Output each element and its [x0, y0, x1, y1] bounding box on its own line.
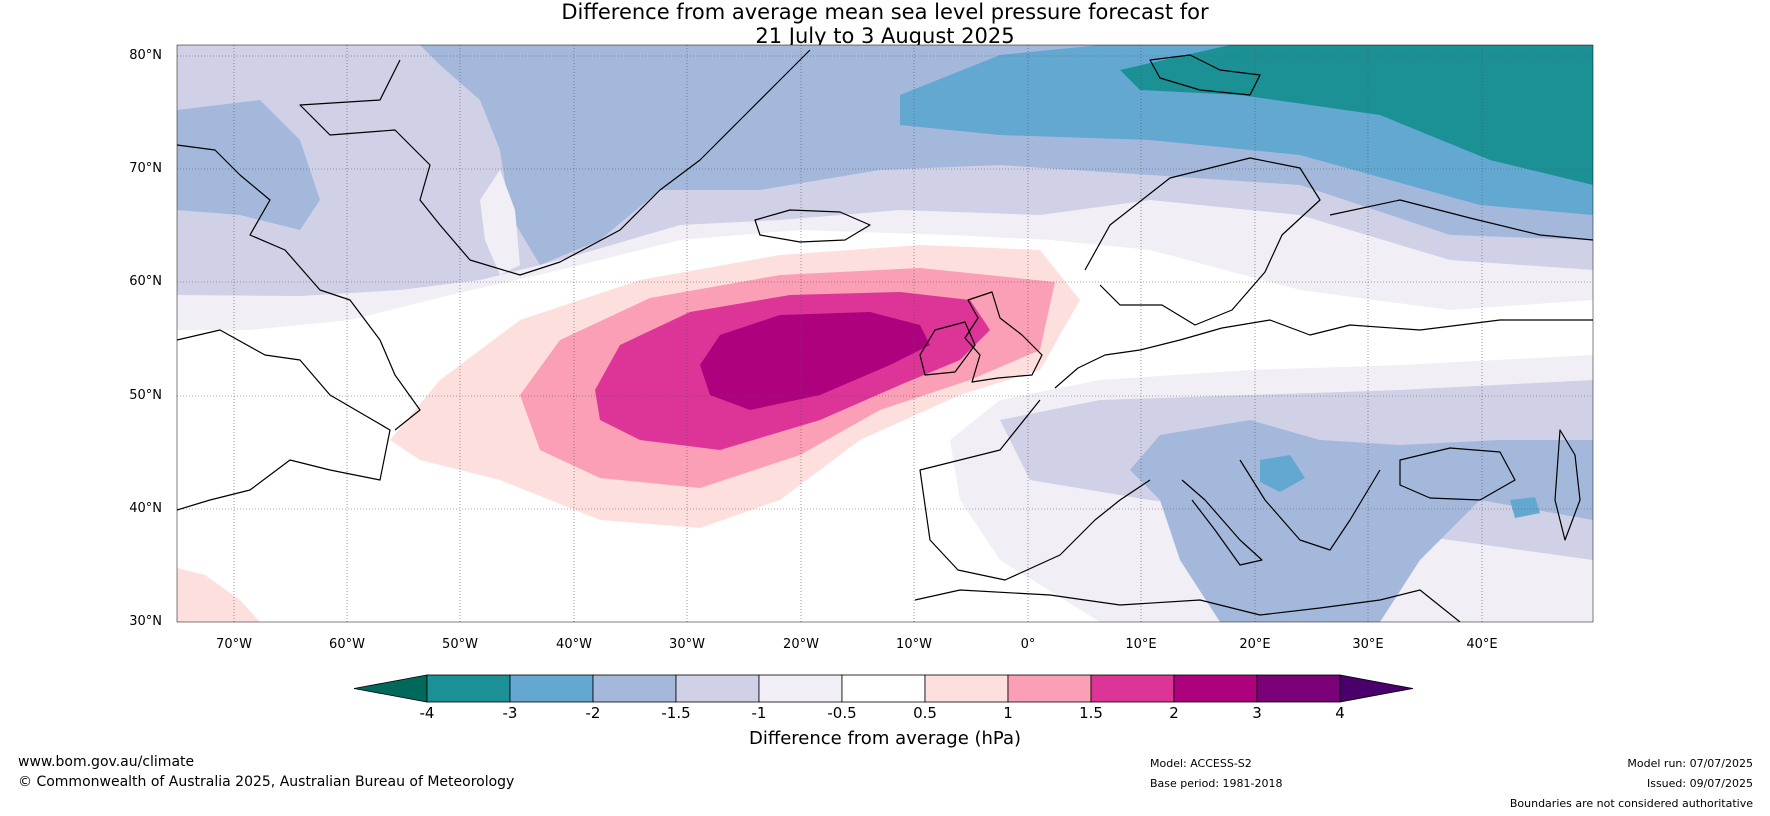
colorbar-segment — [675, 674, 760, 703]
coast-canada-arctic — [177, 144, 421, 431]
colorbar-segment — [758, 674, 843, 703]
title-line-1: Difference from average mean sea level p… — [561, 0, 1209, 24]
lon-label-10e: 10°E — [1125, 637, 1157, 652]
coast-caspian — [1554, 429, 1581, 541]
colorbar-segment — [1090, 674, 1175, 703]
colorbar-segment — [924, 674, 1009, 703]
lon-label-50w: 50°W — [442, 637, 478, 652]
coast-ireland — [919, 321, 976, 376]
lon-label-40e: 40°E — [1466, 637, 1498, 652]
contour-pos-sw — [177, 568, 260, 622]
colorbar-segment — [592, 674, 677, 703]
lat-label-70n: 70°N — [129, 161, 162, 176]
colorbar-tick-label: 2 — [1169, 704, 1179, 722]
lon-label-10w: 10°W — [896, 637, 932, 652]
lon-label-30e: 30°E — [1352, 637, 1384, 652]
contour-neg-2-west — [177, 100, 320, 230]
colorbar-tick-label: 1 — [1003, 704, 1013, 722]
colorbar-tick-label: 0.5 — [913, 704, 937, 722]
coast-europe-west — [1054, 319, 1593, 389]
colorbar-title: Difference from average (hPa) — [748, 728, 1022, 749]
gridlines — [177, 45, 1593, 622]
lon-label-30w: 30°W — [669, 637, 705, 652]
colorbar-tick-label: -3 — [502, 704, 518, 722]
colorbar-segment — [1007, 674, 1092, 703]
lon-label-70w: 70°W — [216, 637, 252, 652]
contour-pos-2 — [700, 312, 930, 410]
map-title: Difference from average mean sea level p… — [0, 0, 1770, 48]
map-area — [177, 45, 1593, 622]
coast-balkans — [1239, 459, 1381, 551]
coast-italy — [1181, 479, 1263, 566]
footer-issued: Issued: 09/07/2025 — [1646, 777, 1753, 790]
colorbar-tick-label: -0.5 — [827, 704, 857, 722]
footer-model-run: Model run: 07/07/2025 — [1627, 757, 1753, 770]
coast-iberia — [919, 399, 1151, 581]
colorbar-tick-label: 3 — [1252, 704, 1262, 722]
coast-svalbard — [1149, 54, 1261, 96]
colorbar-tick-label: -4 — [419, 704, 435, 722]
lon-label-0: 0° — [1020, 637, 1036, 652]
colorbar-segment — [841, 674, 926, 703]
contour-greenland-tongue — [480, 170, 520, 275]
coast-black-sea — [1399, 447, 1516, 501]
coastlines — [177, 49, 1593, 622]
footer-disclaimer: Boundaries are not considered authoritat… — [1509, 797, 1753, 810]
coast-iceland — [754, 209, 871, 243]
coast-barents — [1329, 199, 1593, 241]
title-line-2: 21 July to 3 August 2025 — [755, 24, 1015, 48]
footer-model: Model: ACCESS-S2 — [1150, 757, 1252, 770]
coast-scandinavia — [1084, 157, 1321, 326]
footer-base-period: Base period: 1981-2018 — [1150, 777, 1283, 790]
lon-label-40w: 40°W — [556, 637, 592, 652]
lat-label-80n: 80°N — [129, 48, 162, 63]
coast-canada-east — [177, 329, 391, 511]
lat-label-40n: 40°N — [129, 501, 162, 516]
coast-britain — [964, 291, 1043, 383]
lat-label-30n: 30°N — [129, 614, 162, 629]
colorbar-segment — [1173, 674, 1258, 703]
colorbar-tick-label: -1 — [751, 704, 767, 722]
footer-copyright: © Commonwealth of Australia 2025, Austra… — [18, 774, 515, 790]
contour-neg-europe-3b — [1510, 497, 1540, 518]
colorbar-tick-label: 1.5 — [1079, 704, 1103, 722]
colorbar-extend-low — [353, 674, 428, 703]
colorbar-tick-label: -2 — [585, 704, 601, 722]
lat-label-60n: 60°N — [129, 274, 162, 289]
coast-north-africa — [914, 589, 1461, 622]
colorbar-tick-label: 4 — [1335, 704, 1345, 722]
contour-neg-europe-3a — [1260, 455, 1305, 492]
colorbar-segment — [509, 674, 594, 703]
coast-greenland — [299, 49, 811, 276]
contour-neg-4 — [1120, 45, 1593, 185]
map-frame — [176, 44, 1594, 623]
lon-label-20w: 20°W — [783, 637, 819, 652]
colorbar-segment — [426, 674, 511, 703]
lat-label-50n: 50°N — [129, 388, 162, 403]
contour-neg-europe-2 — [1130, 420, 1593, 622]
lon-label-60w: 60°W — [329, 637, 365, 652]
colorbar-tick-label: -1.5 — [661, 704, 691, 722]
colorbar-segment — [1256, 674, 1341, 703]
footer-website: www.bom.gov.au/climate — [18, 754, 195, 770]
colorbar-extend-high — [1339, 674, 1414, 703]
lon-label-20e: 20°E — [1239, 637, 1271, 652]
colorbar — [353, 674, 1414, 703]
